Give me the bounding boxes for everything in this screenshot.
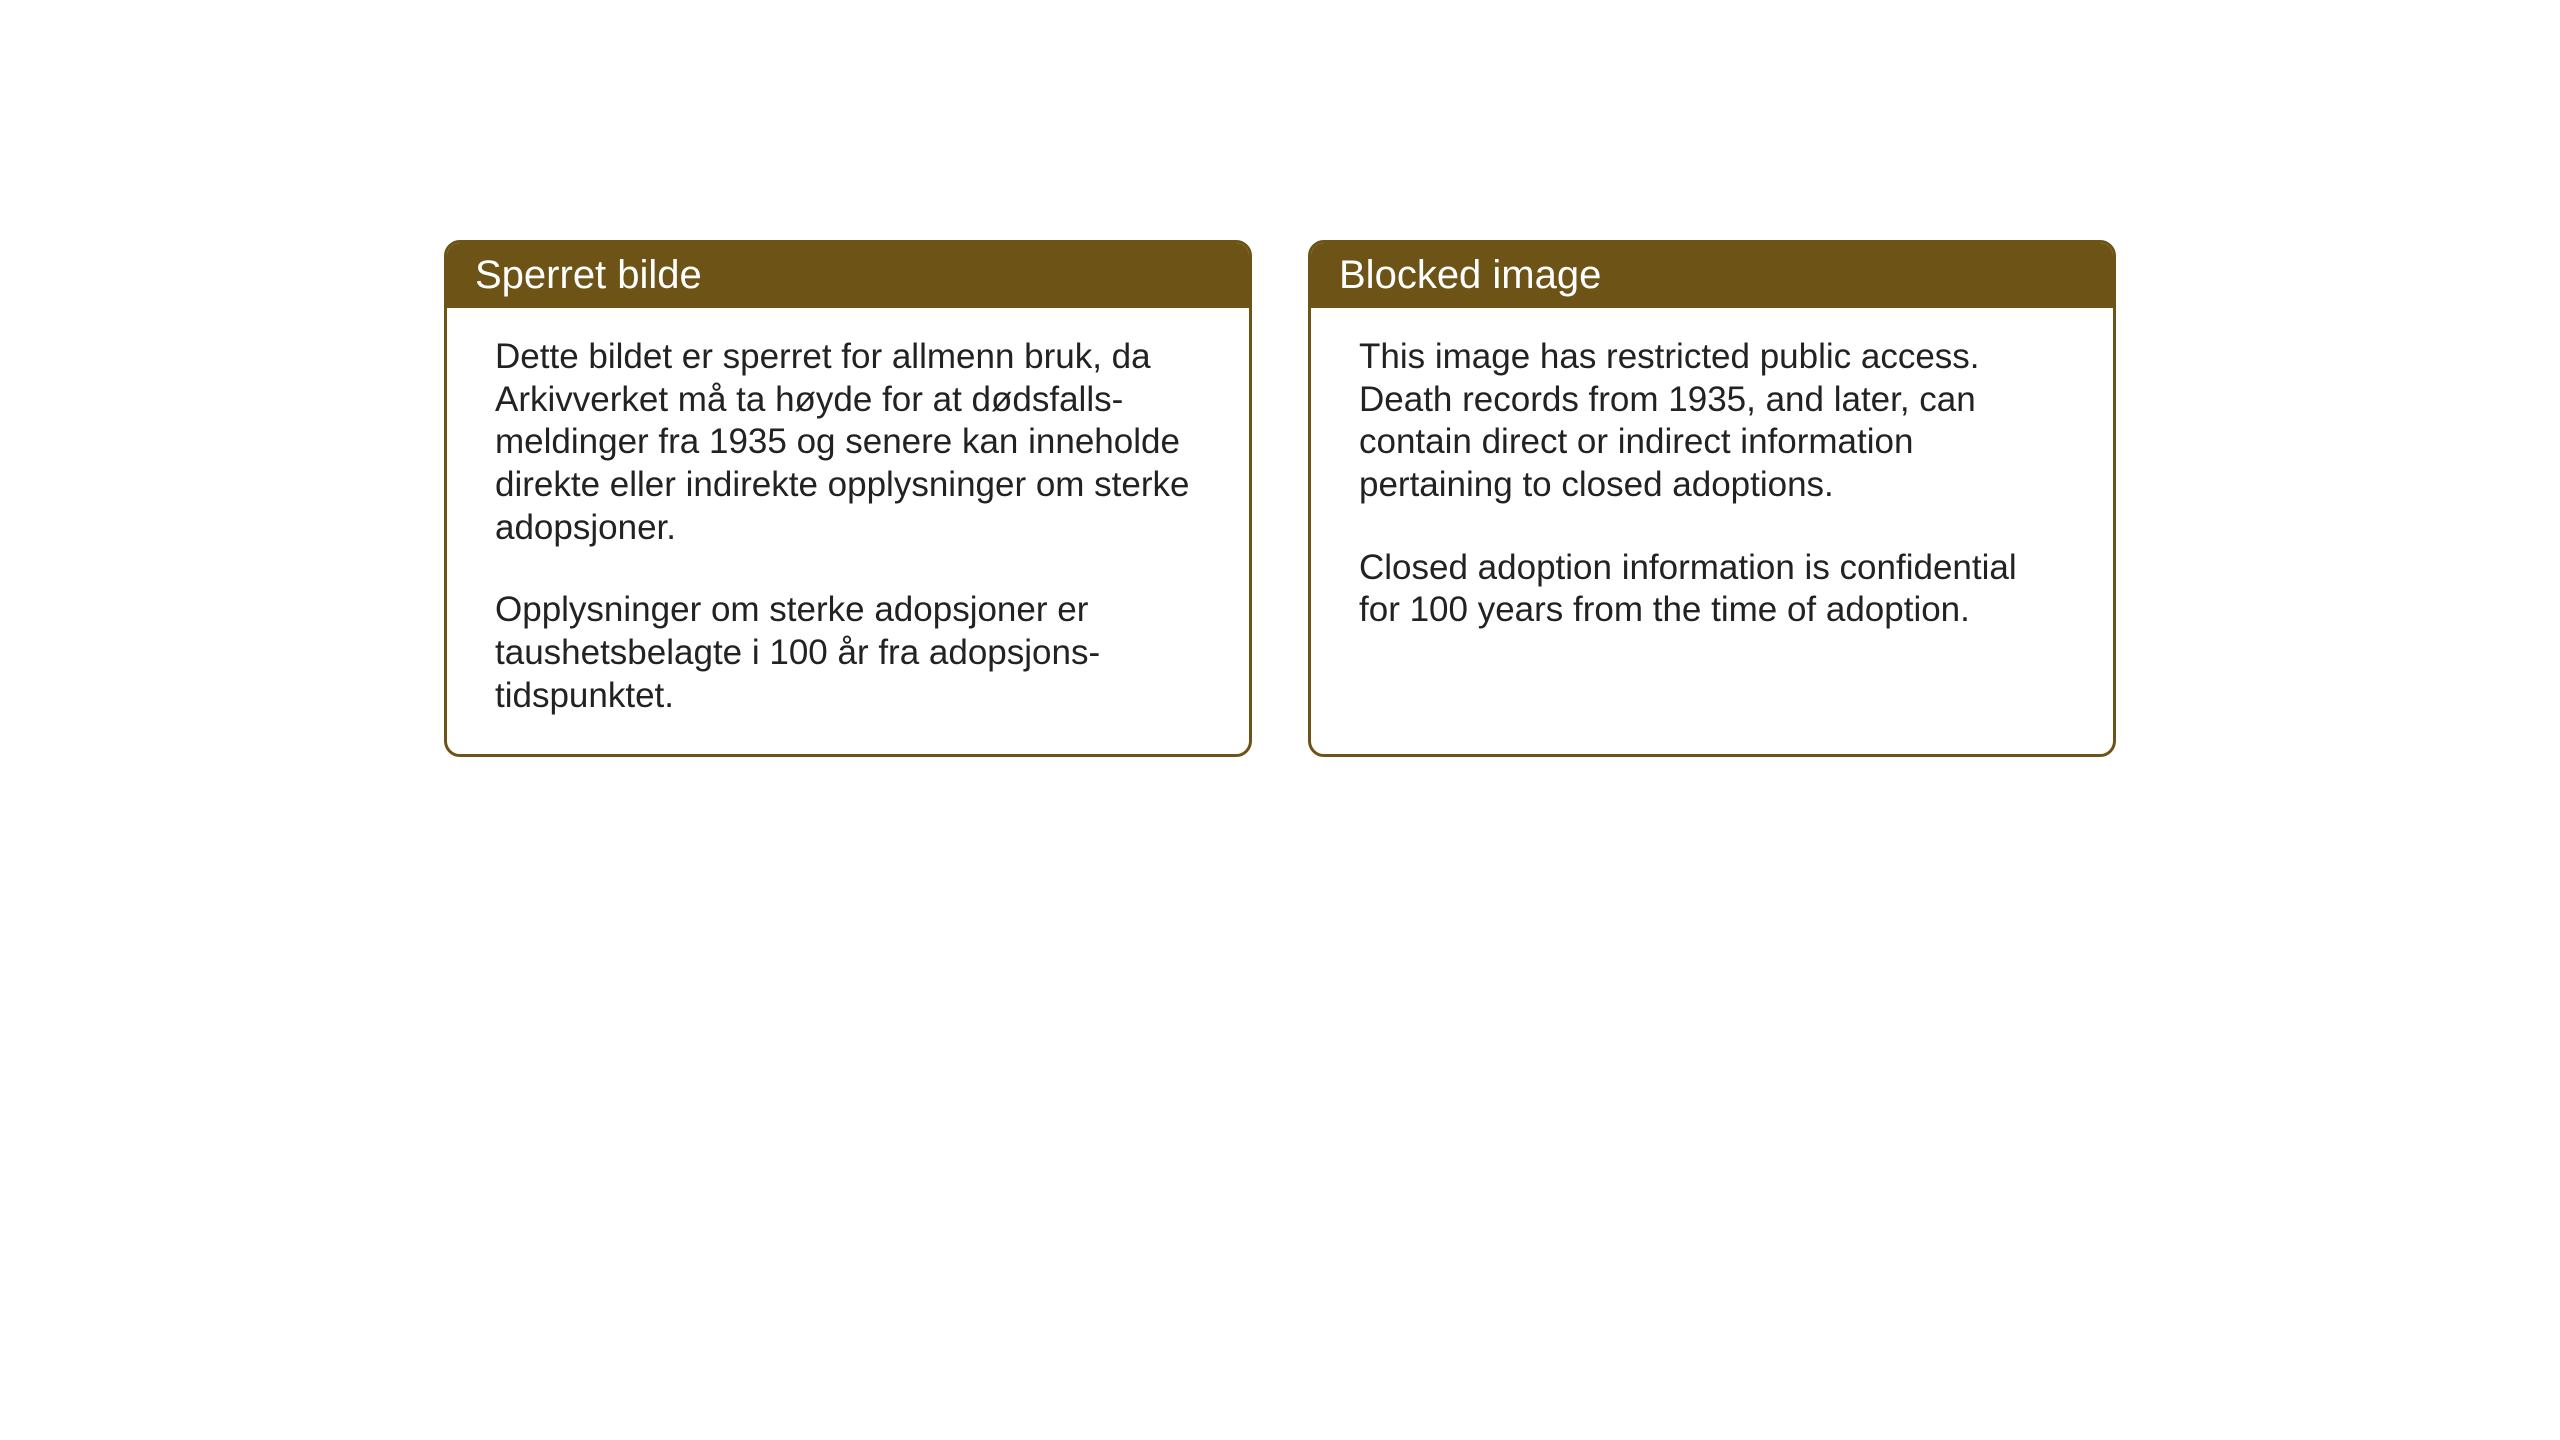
card-title-norwegian: Sperret bilde xyxy=(475,253,702,297)
card-paragraph-2-norwegian: Opplysninger om sterke adopsjoner er tau… xyxy=(495,589,1201,717)
card-title-english: Blocked image xyxy=(1339,253,1601,297)
notice-card-norwegian: Sperret bilde Dette bildet er sperret fo… xyxy=(444,240,1252,757)
notice-card-english: Blocked image This image has restricted … xyxy=(1308,240,2116,757)
card-body-english: This image has restricted public access.… xyxy=(1311,308,2113,740)
card-paragraph-1-norwegian: Dette bildet er sperret for allmenn bruk… xyxy=(495,336,1201,549)
card-paragraph-1-english: This image has restricted public access.… xyxy=(1359,336,2065,507)
card-header-norwegian: Sperret bilde xyxy=(447,243,1249,308)
card-header-english: Blocked image xyxy=(1311,243,2113,308)
card-body-norwegian: Dette bildet er sperret for allmenn bruk… xyxy=(447,308,1249,754)
notice-cards-container: Sperret bilde Dette bildet er sperret fo… xyxy=(444,240,2116,757)
card-paragraph-2-english: Closed adoption information is confident… xyxy=(1359,547,2065,632)
